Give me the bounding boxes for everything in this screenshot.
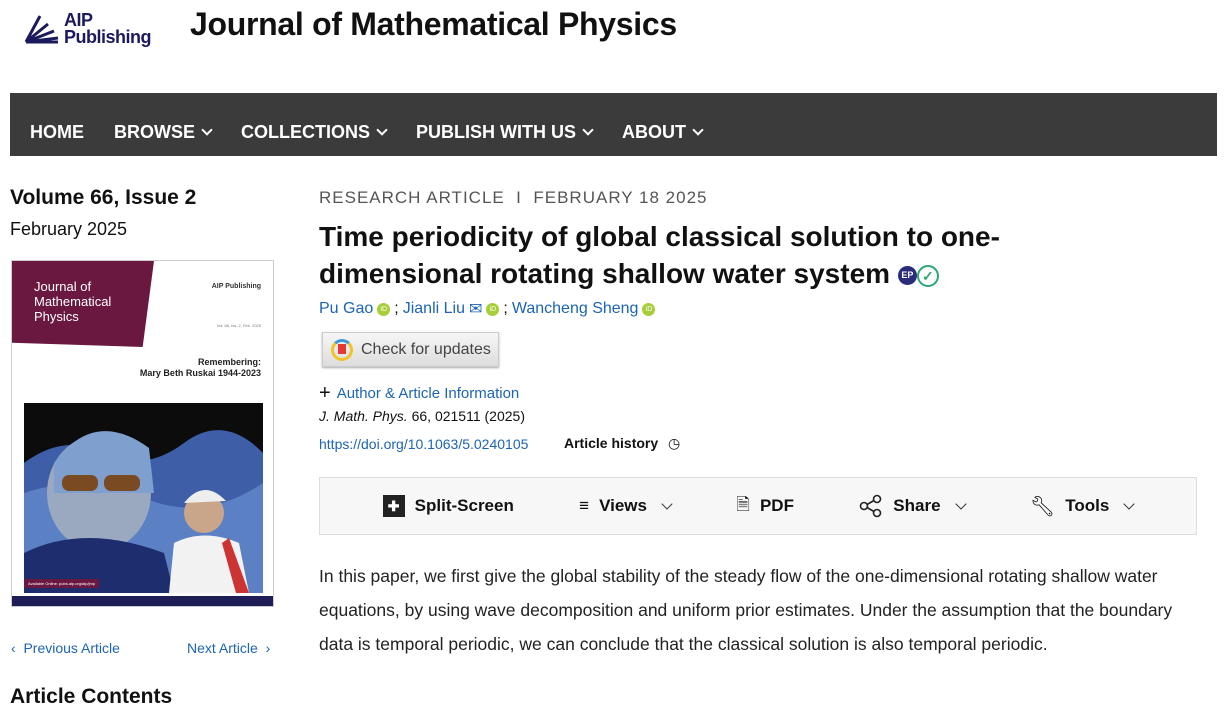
crossmark-icon: [331, 338, 353, 361]
citation: J. Math. Phys. 66, 021511 (2025): [319, 408, 525, 424]
nav-collections[interactable]: COLLECTIONS: [241, 122, 388, 143]
share-dropdown[interactable]: Share: [859, 494, 967, 518]
aip-logo-icon: [24, 15, 59, 44]
logo-text-1: AIP: [64, 10, 93, 30]
author-link[interactable]: Pu Gao: [319, 300, 374, 317]
views-dropdown[interactable]: ≡ Views: [579, 496, 673, 516]
article-contents-heading: Article Contents: [10, 685, 173, 708]
author-link[interactable]: Wancheng Sheng: [511, 300, 639, 317]
nav-about[interactable]: ABOUT: [622, 122, 704, 143]
plus-icon: +: [319, 382, 331, 404]
check-for-updates-button[interactable]: Check for updates: [322, 332, 499, 367]
pdf-icon: 🗎: [736, 494, 750, 514]
cover-logo: AIP Publishing: [211, 283, 261, 290]
wrench-icon: 🔧︎: [1029, 495, 1056, 518]
issue-date: February 2025: [10, 219, 128, 239]
editors-pick-icon[interactable]: EP: [897, 266, 917, 286]
chevron-right-icon: ›: [261, 640, 271, 656]
journal-title[interactable]: Journal of Mathematical Physics: [190, 6, 677, 42]
orcid-icon[interactable]: iD: [377, 302, 391, 316]
cover-band: [12, 261, 154, 347]
tools-dropdown[interactable]: 🔧︎ Tools: [1029, 494, 1135, 519]
article-title: Time periodicity of global classical sol…: [319, 221, 1000, 289]
previous-article-link[interactable]: ‹ Previous Article: [11, 640, 120, 656]
split-screen-icon: ✚: [382, 495, 405, 517]
cover-illustration: [24, 403, 263, 593]
article-history-button[interactable]: Article history ◷: [564, 435, 681, 451]
chevron-down-icon: [582, 124, 594, 136]
author-link[interactable]: Jianli Liu: [402, 300, 465, 317]
pdf-button[interactable]: 🗎 PDF: [736, 492, 794, 521]
nav-browse[interactable]: BROWSE: [114, 122, 213, 143]
abstract-text: In this paper, we first give the global …: [319, 566, 1173, 654]
nav-publish-with-us[interactable]: PUBLISH WITH US: [416, 122, 594, 143]
orcid-icon[interactable]: iD: [486, 302, 500, 316]
share-icon: [859, 494, 882, 518]
orcid-icon[interactable]: iD: [642, 302, 656, 316]
doi-link[interactable]: https://doi.org/10.1063/5.0240105: [319, 436, 529, 452]
next-article-link[interactable]: Next Article ›: [187, 640, 271, 656]
chevron-down-icon: [201, 124, 213, 136]
author-article-info-toggle[interactable]: + Author & Article Information: [319, 382, 520, 404]
email-icon[interactable]: ✉: [468, 301, 483, 318]
cover-title: Journal of Mathematical Physics: [34, 279, 112, 324]
aip-logo[interactable]: AIP Publishing: [24, 10, 152, 47]
issue-volume[interactable]: Volume 66, Issue 2: [10, 186, 197, 209]
logo-text-2: Publishing: [64, 27, 152, 47]
chevron-left-icon: ‹: [11, 640, 20, 656]
chevron-down-icon: [692, 124, 704, 136]
history-clock-icon: ◷: [668, 435, 681, 451]
nav-home[interactable]: HOME: [30, 122, 84, 142]
chevron-down-icon: [376, 124, 388, 136]
cover-remembering: Remembering: Mary Beth Ruskai 1944-2023: [139, 357, 261, 378]
split-screen-button[interactable]: ✚ Split-Screen: [382, 495, 514, 517]
article-type: RESEARCH ARTICLE I FEBRUARY 18 2025: [319, 188, 708, 207]
journal-cover-image[interactable]: Journal of Mathematical Physics AIP Publ…: [11, 260, 274, 607]
open-access-check-icon[interactable]: ✓: [916, 264, 939, 287]
cover-available-online: Available Online: pubs.aip.org/aip/jmp: [24, 579, 100, 588]
cover-volume: Vol. 66, Iss. 2, Feb. 2025: [216, 323, 261, 328]
author-list: Pu Gao iD; Jianli Liu ✉ iD; Wancheng Sheng i…: [319, 299, 656, 319]
views-lines-icon: ≡: [579, 496, 590, 515]
main-nav: HOME BROWSE COLLECTIONS PUBLISH WITH US ABOU…: [10, 93, 1217, 156]
cover-footer-bar: [12, 596, 273, 606]
article-toolbar: ✚ Split-Screen ≡ Views 🗎 PDF Share 🔧︎ Tools: [319, 477, 1197, 535]
